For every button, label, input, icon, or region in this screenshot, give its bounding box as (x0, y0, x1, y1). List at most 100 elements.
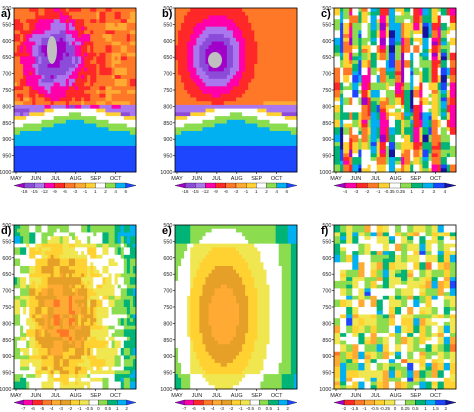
heatmap-cell (84, 15, 88, 20)
heatmap-cell (32, 49, 36, 54)
heatmap-cell (35, 164, 39, 169)
heatmap-cell (87, 108, 91, 113)
heatmap-cell (242, 112, 246, 117)
heatmap-cell (272, 153, 277, 158)
heatmap-cell (217, 153, 222, 158)
heatmap-cell (17, 86, 21, 91)
heatmap-cell (260, 19, 264, 24)
heatmap-cell (370, 164, 375, 169)
heatmap-cell (26, 112, 30, 117)
heatmap-cell (205, 78, 209, 83)
heatmap-cell (35, 30, 39, 35)
heatmap-cell (382, 71, 387, 76)
heatmap-cell (367, 90, 371, 95)
heatmap-cell (184, 164, 188, 169)
heatmap-cell (382, 145, 387, 151)
heatmap-cell (114, 145, 119, 151)
heatmap-cell (193, 86, 197, 91)
heatmap-cell (71, 90, 76, 95)
heatmap-cell (245, 75, 249, 80)
heatmap-cell (236, 22, 240, 28)
heatmap-cell (239, 93, 243, 98)
heatmap-cell (59, 127, 64, 132)
heatmap-cell (35, 134, 39, 139)
heatmap-cell (398, 131, 402, 136)
heatmap-cell (214, 116, 219, 121)
heatmap-cell (217, 108, 222, 113)
heatmap-cell (190, 160, 194, 165)
heatmap-cell (208, 19, 212, 24)
heatmap-cell (391, 45, 396, 50)
heatmap-cell (245, 63, 249, 69)
heatmap-cell (340, 112, 344, 117)
heatmap-cell (217, 127, 222, 132)
heatmap-cell (223, 104, 228, 110)
heatmap-cell (404, 101, 408, 106)
heatmap-cell (239, 104, 243, 110)
heatmap-cell (266, 56, 270, 61)
heatmap-cell (202, 116, 206, 121)
heatmap-cell (202, 86, 206, 91)
heatmap-cell (391, 19, 396, 24)
heatmap-cell (111, 149, 116, 154)
heatmap-cell (263, 75, 267, 80)
heatmap-cell (284, 112, 289, 117)
heatmap-cell (81, 30, 85, 35)
heatmap-cell (355, 30, 359, 35)
heatmap-cell (266, 168, 270, 173)
heatmap-cell (53, 30, 58, 35)
heatmap-cell (358, 49, 362, 54)
heatmap-cell (38, 8, 42, 13)
heatmap-cell (287, 168, 292, 173)
heatmap-cell (346, 127, 350, 132)
heatmap-cell (391, 41, 396, 46)
heatmap-cell (199, 8, 203, 13)
heatmap-cell (395, 30, 399, 35)
heatmap-cell (263, 119, 267, 124)
heatmap-cell (65, 149, 70, 154)
heatmap-cell (407, 56, 411, 61)
heatmap-cell (78, 145, 82, 151)
heatmap-cell (343, 97, 347, 102)
heatmap-cell (352, 49, 356, 54)
heatmap-cell (401, 52, 405, 57)
heatmap-cell (293, 22, 298, 28)
heatmap-cell (373, 75, 378, 80)
heatmap-cell (211, 97, 216, 102)
heatmap-cell (260, 123, 264, 128)
heatmap-cell (388, 52, 393, 57)
heatmap-cell (232, 97, 237, 102)
heatmap-cell (108, 45, 112, 50)
heatmap-cell (379, 82, 384, 87)
heatmap-cell (223, 134, 228, 139)
heatmap-cell (78, 123, 82, 128)
heatmap-cell (358, 22, 362, 28)
heatmap-cell (202, 49, 206, 54)
heatmap-cell (181, 60, 185, 65)
heatmap-cell (370, 112, 375, 117)
heatmap-cell (208, 67, 212, 72)
heatmap-cell (293, 101, 298, 106)
heatmap-cell (41, 86, 45, 91)
heatmap-cell (187, 123, 191, 128)
heatmap-cell (358, 78, 362, 83)
heatmap-cell (343, 142, 347, 147)
heatmap-cell (193, 67, 197, 72)
heatmap-cell (117, 52, 122, 57)
heatmap-cell (382, 97, 387, 102)
heatmap-cell (254, 123, 258, 128)
colorbar-label: 1 (255, 189, 258, 194)
heatmap-cell (175, 22, 179, 28)
heatmap-cell (211, 160, 216, 165)
heatmap-cell (361, 90, 365, 95)
heatmap-cell (290, 123, 295, 128)
heatmap-cell (407, 138, 411, 143)
heatmap-cell (187, 93, 191, 98)
heatmap-cell (175, 93, 179, 98)
heatmap-cell (404, 34, 408, 39)
heatmap-cell (281, 108, 286, 113)
heatmap-cell (290, 71, 295, 76)
heatmap-cell (232, 138, 237, 143)
heatmap-cell (120, 75, 125, 80)
heatmap-cell (202, 142, 206, 147)
